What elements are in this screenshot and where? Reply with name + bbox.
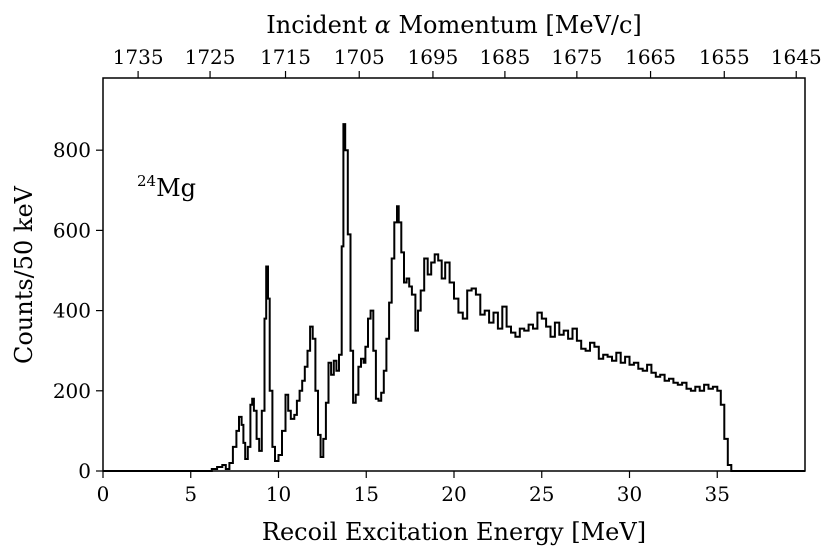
series-layer: [103, 123, 805, 472]
y-tick-label: 400: [53, 299, 91, 323]
top-x-axis-label: Incident α Momentum [MeV/c]: [266, 11, 642, 39]
y-tick-label: 600: [53, 218, 91, 242]
ticks-layer: 0 5 10 15 20 25 30 35 0 200 400 600 800 1735 1725 1715 1…: [53, 45, 822, 506]
axes-frame: [102, 77, 806, 472]
top-x-tick-label: 1645: [771, 45, 822, 69]
top-x-tick-label: 1735: [113, 45, 164, 69]
x-tick-label: 5: [184, 482, 197, 506]
top-x-axis-label-suffix: Momentum [MeV/c]: [391, 11, 642, 39]
top-x-axis-label-alpha: α: [375, 11, 391, 39]
top-x-tick-label: 1655: [699, 45, 750, 69]
x-tick-label: 15: [354, 482, 379, 506]
x-tick-label: 35: [705, 482, 730, 506]
top-x-tick-label: 1685: [479, 45, 530, 69]
x-tick-label: 10: [266, 482, 291, 506]
x-tick-label: 25: [529, 482, 554, 506]
top-x-tick-label: 1665: [625, 45, 676, 69]
y-axis-label: Counts/50 keV: [10, 185, 38, 364]
isotope-mass-number: 24: [137, 172, 156, 190]
top-x-axis-label-prefix: Incident: [266, 11, 374, 39]
x-tick-label: 0: [97, 482, 110, 506]
top-x-tick-label: 1675: [551, 45, 602, 69]
y-tick-label: 800: [53, 138, 91, 162]
x-tick-label: 20: [441, 482, 466, 506]
isotope-symbol: Mg: [156, 174, 196, 202]
top-x-tick-label: 1695: [407, 45, 458, 69]
x-tick-label: 30: [617, 482, 642, 506]
top-x-tick-label: 1725: [185, 45, 236, 69]
isotope-annotation: 24Mg: [137, 172, 196, 202]
series-line: [103, 123, 805, 472]
y-tick-label: 200: [53, 379, 91, 403]
y-tick-label: 0: [78, 459, 91, 483]
top-x-tick-label: 1715: [260, 45, 311, 69]
top-x-tick-label: 1705: [334, 45, 385, 69]
x-axis-label: Recoil Excitation Energy [MeV]: [262, 518, 646, 546]
